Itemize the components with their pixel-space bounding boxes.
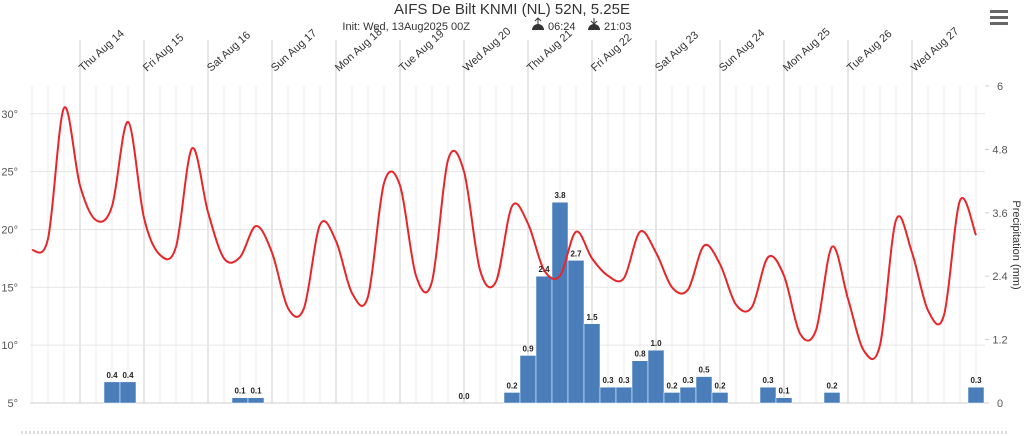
x-tick-label: Sun Aug 24 (717, 27, 767, 74)
y-tick-label: 30° (1, 109, 18, 121)
precip-label: 0.1 (250, 387, 262, 396)
precip-label: 0.3 (682, 376, 694, 385)
precip-label: 0.2 (714, 381, 726, 390)
sunset-time: 21:03 (604, 21, 632, 33)
precip-bar (119, 381, 137, 404)
x-tick-label: Mon Aug 18 (333, 26, 385, 74)
precip-label: 0.4 (106, 371, 118, 380)
precip-label: 0.3 (618, 376, 630, 385)
y-tick-label: 10° (1, 340, 18, 352)
precip-label: 3.8 (554, 191, 566, 200)
precip-bar (551, 201, 569, 404)
precip-bar (535, 275, 553, 404)
precip-bar (759, 386, 777, 404)
bars (103, 201, 985, 404)
precip-bar (695, 376, 713, 404)
y2-tick-label: 1.2 (992, 335, 1007, 347)
x-tick-label: Sat Aug 16 (205, 29, 253, 74)
y-tick-label: 15° (1, 282, 18, 294)
x-tick-label: Thu Aug 21 (525, 28, 575, 75)
y-tick-label: 25° (1, 167, 18, 179)
precip-label: 0.3 (762, 376, 774, 385)
x-tick-label: Wed Aug 27 (909, 25, 961, 74)
chart-subtitle: Init: Wed, 13Aug2025 00Z (342, 21, 470, 33)
sunrise-icon (532, 17, 544, 30)
x-tick-label: Thu Aug 14 (77, 28, 127, 75)
precip-bar (647, 349, 665, 404)
temperature-line (31, 106, 977, 361)
precip-label: 1.0 (650, 339, 662, 348)
precip-bar (823, 392, 841, 404)
y2-tick-label: 3.6 (992, 208, 1007, 220)
y2-tick-label: 0 (997, 398, 1003, 410)
precip-label: 0.5 (698, 366, 710, 375)
precip-label: 0.1 (778, 387, 790, 396)
x-tick-label: Fri Aug 22 (589, 32, 634, 74)
x-tick-label: Tue Aug 19 (397, 28, 447, 74)
precip-label: 0.9 (522, 344, 534, 353)
y2-tick-label: 2.4 (992, 271, 1007, 283)
precip-bar (231, 397, 249, 404)
sunrise-time: 06:24 (548, 21, 576, 33)
labels: Thu Aug 14 Fri Aug 15 Sat Aug 16 Sun Aug 17… (1, 25, 1007, 410)
precip-label: 0.2 (506, 381, 518, 390)
precip-bar (519, 355, 537, 404)
grid (21, 40, 1007, 434)
y-tick-label: 5° (7, 398, 18, 410)
precip-label: 0.2 (666, 381, 678, 390)
sunset-icon (588, 18, 600, 30)
x-tick-label: Tue Aug 26 (845, 28, 895, 74)
precip-bar (615, 386, 633, 404)
precip-bar (599, 386, 617, 404)
x-tick-label: Sun Aug 17 (269, 27, 319, 74)
precip-bar (567, 260, 585, 404)
precip-label: 0.4 (122, 371, 134, 380)
precip-bar (503, 392, 521, 404)
lines (31, 106, 977, 361)
precip-bar (679, 386, 697, 404)
menu-button[interactable] (990, 10, 1008, 25)
y2-tick-label: 4.8 (992, 144, 1007, 156)
y-tick-label: 20° (1, 224, 18, 236)
precip-label: 0.8 (634, 350, 646, 359)
precip-label: 1.5 (586, 313, 598, 322)
precip-bar (103, 381, 121, 404)
precip-bar (247, 397, 265, 404)
x-tick-label: Sat Aug 23 (653, 29, 701, 74)
precip-label: 0.1 (234, 387, 246, 396)
precip-bar (775, 397, 793, 404)
precip-label: 0.0 (458, 392, 470, 401)
precip-bar (711, 392, 729, 404)
x-tick-label: Fri Aug 15 (141, 32, 186, 74)
precip-label: 0.3 (602, 376, 614, 385)
precip-label: 2.7 (570, 249, 582, 258)
y2-tick-label: 6 (997, 81, 1003, 93)
precip-bar (663, 392, 681, 404)
precip-label: 0.3 (970, 376, 982, 385)
chart-title: AIFS De Bilt KNMI (NL) 52N, 5.25E (394, 1, 630, 18)
precip-label: 0.2 (826, 381, 838, 390)
precip-bar (631, 360, 649, 404)
precip-bar (967, 386, 985, 404)
precip-label: 2.4 (538, 265, 550, 274)
precip-bar (583, 323, 601, 404)
y2-axis-title: Precipitation (mm) (1010, 200, 1022, 289)
x-tick-label: Mon Aug 25 (781, 26, 833, 74)
